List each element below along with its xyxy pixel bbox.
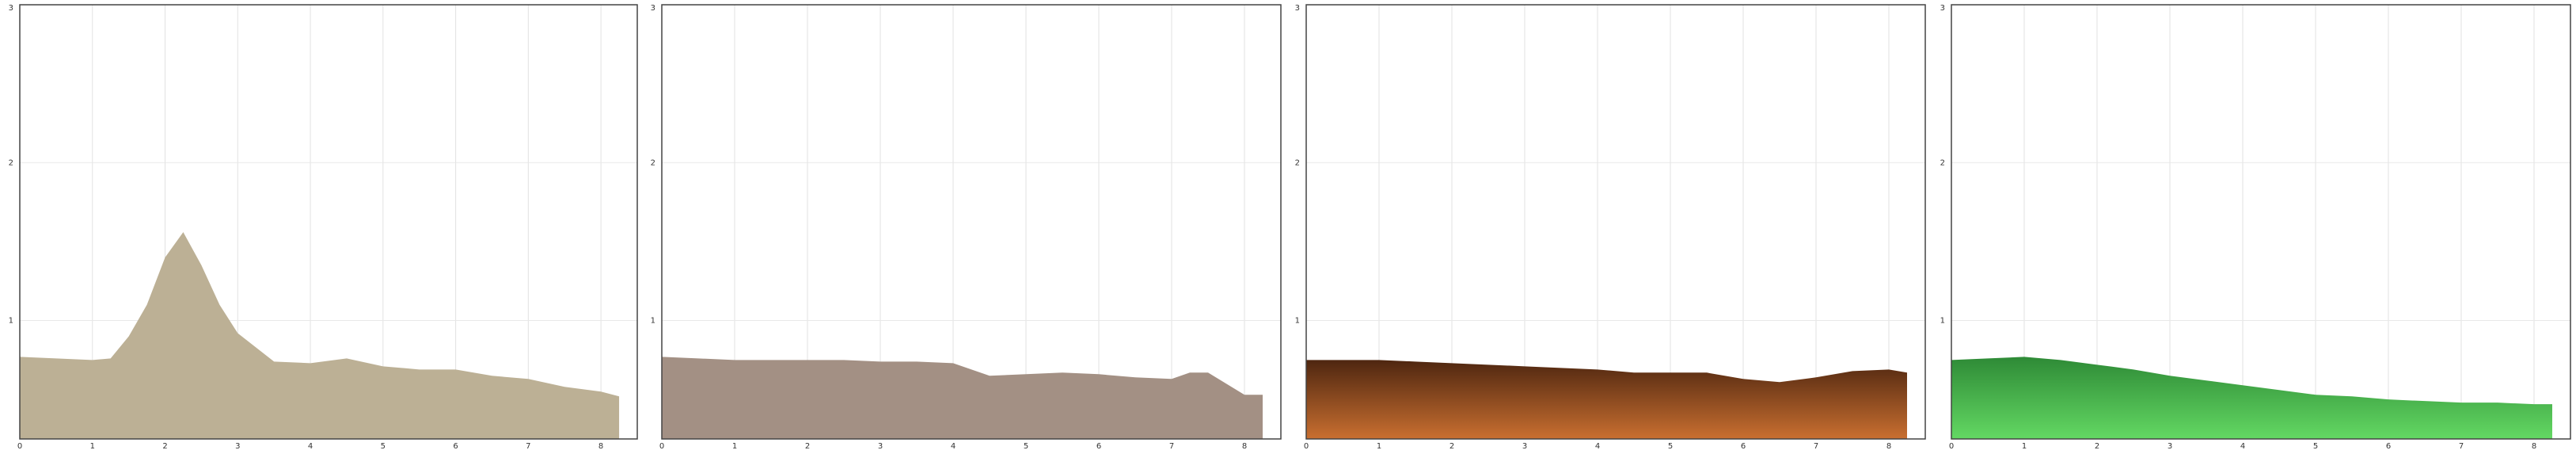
y-tick-label: 2 [9, 158, 13, 167]
x-tick-label: 7 [1169, 442, 1174, 451]
y-tick-label: 3 [651, 4, 655, 13]
x-tick-label: 2 [162, 442, 167, 451]
x-tick-label: 1 [1377, 442, 1381, 451]
x-tick-label: 8 [1242, 442, 1247, 451]
plot-frame [1305, 4, 1926, 440]
x-tick-label: 8 [2532, 442, 2536, 451]
x-tick-label: 8 [1886, 442, 1891, 451]
x-tick-label: 3 [2168, 442, 2172, 451]
x-tick-label: 6 [1741, 442, 1746, 451]
x-tick-label: 6 [1096, 442, 1101, 451]
x-tick-label: 5 [1668, 442, 1673, 451]
y-tick-label: 1 [9, 317, 13, 326]
x-tick-label: 7 [2459, 442, 2464, 451]
x-tick-label: 4 [951, 442, 956, 451]
x-tick-label: 4 [308, 442, 313, 451]
y-tick-label: 1 [1295, 317, 1300, 326]
x-tick-label: 5 [381, 442, 386, 451]
x-tick-label: 0 [1304, 442, 1309, 451]
y-tick-label: 3 [1940, 4, 1945, 13]
area [20, 231, 620, 439]
x-tick-label: 1 [732, 442, 737, 451]
x-tick-label: 7 [526, 442, 530, 451]
x-tick-label: 8 [598, 442, 603, 451]
x-tick-label: 0 [659, 442, 664, 451]
x-tick-label: 0 [1949, 442, 1954, 451]
x-tick-label: 2 [805, 442, 810, 451]
area [662, 357, 1263, 439]
x-tick-label: 3 [878, 442, 883, 451]
plot-frame [661, 4, 1282, 440]
y-tick-label: 3 [1295, 4, 1300, 13]
x-tick-label: 1 [90, 442, 95, 451]
x-tick-label: 3 [1522, 442, 1527, 451]
y-tick-label: 2 [1295, 158, 1300, 167]
x-tick-label: 2 [2095, 442, 2099, 451]
x-tick-label: 4 [2240, 442, 2245, 451]
x-tick-label: 4 [1595, 442, 1600, 451]
y-tick-label: 2 [1940, 158, 1945, 167]
y-tick-label: 1 [1940, 317, 1945, 326]
x-tick-label: 6 [2386, 442, 2391, 451]
x-tick-label: 5 [1024, 442, 1028, 451]
x-tick-label: 1 [2022, 442, 2027, 451]
y-tick-label: 1 [651, 317, 655, 326]
x-tick-label: 3 [235, 442, 240, 451]
x-tick-label: 0 [17, 442, 22, 451]
x-tick-label: 6 [453, 442, 458, 451]
x-tick-label: 5 [2313, 442, 2318, 451]
plot-frame [19, 4, 638, 440]
y-tick-label: 2 [651, 158, 655, 167]
x-tick-label: 2 [1449, 442, 1454, 451]
y-tick-label: 3 [9, 4, 13, 13]
area [1951, 357, 2552, 439]
plot-frame [1951, 4, 2571, 440]
area [1306, 360, 1907, 439]
x-tick-label: 7 [1814, 442, 1818, 451]
